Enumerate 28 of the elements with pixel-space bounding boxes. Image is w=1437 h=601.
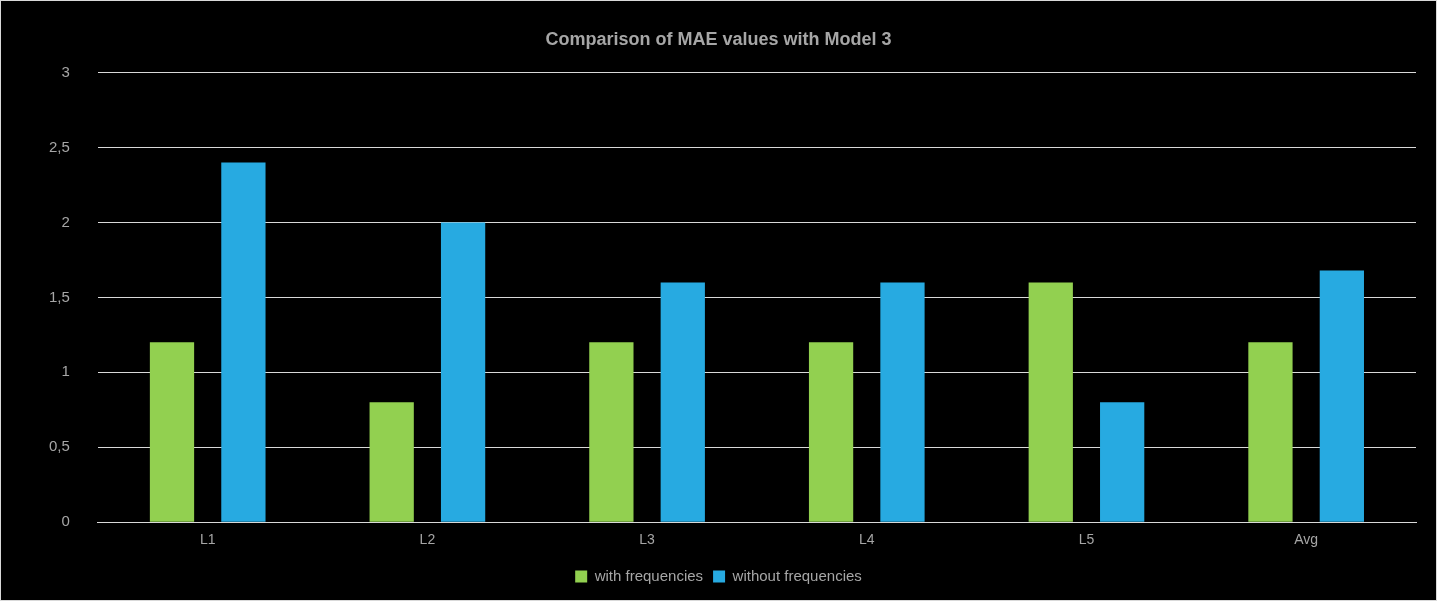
x-tick-label: Avg [1294,531,1319,548]
x-tick-label: L4 [858,531,875,548]
y-tick-label: 0,5 [48,437,70,455]
bar [1100,402,1145,522]
y-tick-label: 2,5 [48,137,70,155]
legend-label: with frequencies [593,566,704,584]
bar [1319,270,1364,522]
chart-title: Comparison of MAE values with Model 3 [545,28,892,49]
x-tick-label: L3 [639,531,656,548]
bar [369,402,414,522]
x-tick-label: L2 [419,531,436,548]
x-tick-label: L1 [199,531,216,548]
bar [589,342,634,522]
x-tick-label: L5 [1078,531,1095,548]
bar [149,342,195,522]
bar [1028,282,1073,522]
bar [440,222,486,522]
bar [808,342,854,522]
y-tick-label: 3 [61,62,70,80]
bar [1248,342,1293,522]
bar [660,282,705,522]
y-tick-label: 1 [61,362,70,380]
y-tick-label: 1,5 [48,287,70,305]
y-tick-label: 0 [61,512,70,530]
legend-label: without frequencies [731,566,862,584]
bar [221,162,266,522]
bar [880,282,925,522]
y-tick-label: 2 [61,212,70,230]
